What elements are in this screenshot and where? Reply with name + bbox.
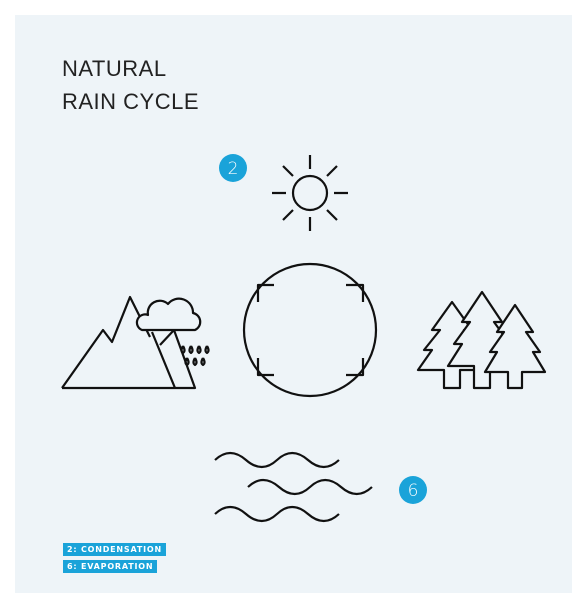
page: NATURAL RAIN CYCLE 2 6 2: CONDENSATION 6…	[0, 0, 587, 608]
trees	[418, 292, 545, 388]
sun	[272, 155, 348, 231]
badge-label: 6	[408, 481, 419, 501]
diagram: 2 6	[0, 0, 587, 608]
waves	[215, 453, 372, 521]
cycle	[244, 264, 376, 396]
legend-item: 2: CONDENSATION	[63, 543, 166, 556]
mountains	[62, 297, 209, 388]
badge-label: 2	[228, 159, 239, 179]
legend-item: 6: EVAPORATION	[63, 560, 157, 573]
